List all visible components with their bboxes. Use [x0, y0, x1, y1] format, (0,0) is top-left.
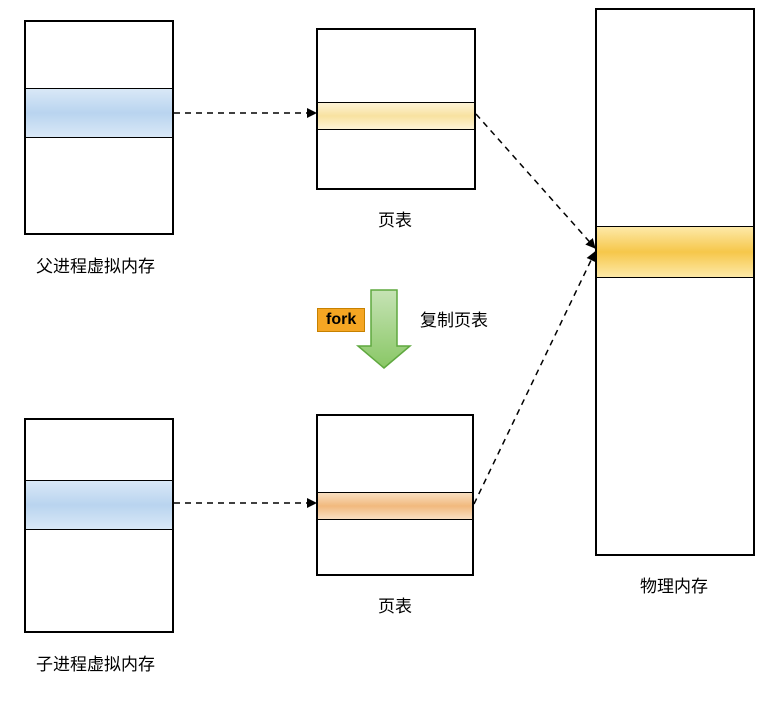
arrow-lower-pt-to-physmem	[474, 252, 595, 504]
parent-vm-label: 父进程虚拟内存	[36, 252, 155, 277]
lower-page-table-band	[318, 492, 472, 520]
upper-page-table-box	[316, 28, 476, 190]
upper-page-table-band	[318, 102, 474, 130]
lower-page-table-box	[316, 414, 474, 576]
child-vm-label: 子进程虚拟内存	[36, 650, 155, 675]
lower-page-table-label: 页表	[378, 592, 412, 617]
child-vm-band	[26, 480, 172, 530]
parent-vm-band	[26, 88, 172, 138]
physical-memory-band	[597, 226, 753, 278]
upper-page-table-label: 页表	[378, 206, 412, 231]
fork-copy-arrow	[358, 290, 410, 368]
arrow-upper-pt-to-physmem	[476, 114, 595, 248]
fork-badge: fork	[317, 308, 365, 332]
parent-vm-box	[24, 20, 174, 235]
physical-memory-box	[595, 8, 755, 556]
child-vm-box	[24, 418, 174, 633]
copy-page-table-label: 复制页表	[420, 306, 488, 331]
physical-memory-label: 物理内存	[640, 572, 708, 597]
